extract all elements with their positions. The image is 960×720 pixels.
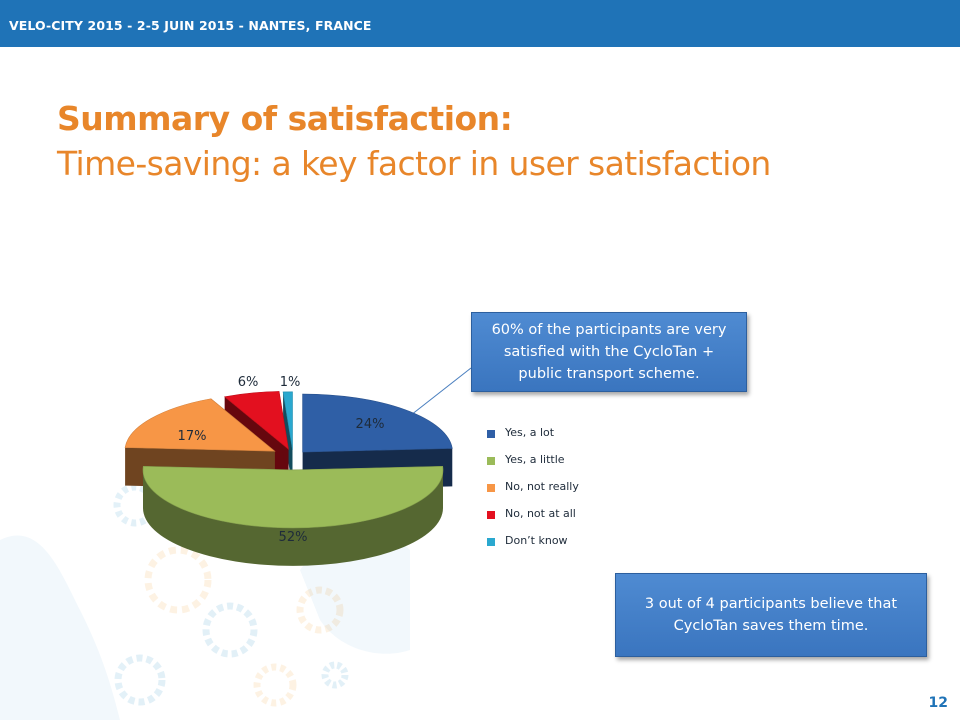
time-saving-callout: 3 out of 4 participants believe that Cyc… bbox=[615, 573, 927, 657]
pie-slice-wall bbox=[283, 391, 293, 488]
legend-label: No, not really bbox=[505, 480, 579, 493]
legend-label: Yes, a lot bbox=[505, 426, 555, 439]
pie-slices bbox=[124, 391, 453, 566]
pie-slice-top bbox=[282, 391, 293, 450]
pie-slice-yes-a-little bbox=[142, 465, 444, 566]
pie-slice-top bbox=[302, 393, 453, 453]
data-label: 6% bbox=[238, 375, 259, 390]
pie-slice-top bbox=[124, 398, 276, 452]
data-label: 52% bbox=[279, 530, 308, 545]
legend-swatch bbox=[487, 538, 495, 546]
pie-slice-side bbox=[143, 469, 443, 566]
legend-swatch bbox=[487, 511, 495, 519]
legend-label: No, not at all bbox=[505, 507, 576, 520]
legend-item: Yes, a little bbox=[487, 453, 627, 469]
slide-subtitle: Time-saving: a key factor in user satisf… bbox=[57, 144, 771, 183]
legend-item: No, not really bbox=[487, 480, 627, 496]
page-number: 12 bbox=[928, 695, 948, 711]
legend-label: Don’t know bbox=[505, 534, 568, 547]
legend-item: Yes, a lot bbox=[487, 426, 627, 442]
slide-title: Summary of satisfaction: bbox=[57, 99, 513, 138]
pie-slice-top bbox=[223, 391, 289, 450]
legend-swatch bbox=[487, 484, 495, 492]
legend-swatch bbox=[487, 457, 495, 465]
pie-slice-top bbox=[142, 465, 444, 529]
satisfaction-callout: 60% of the participants are very satisfi… bbox=[471, 312, 747, 392]
legend-item: No, not at all bbox=[487, 507, 627, 523]
legend-swatch bbox=[487, 430, 495, 438]
data-label: 24% bbox=[356, 417, 385, 432]
data-label: 1% bbox=[280, 375, 301, 390]
conference-banner-text: VELO-CITY 2015 - 2-5 JUIN 2015 - NANTES,… bbox=[9, 18, 372, 33]
pie-labels: 24% 52% 17% 6% 1% bbox=[178, 375, 385, 545]
legend-label: Yes, a little bbox=[505, 453, 565, 466]
legend-item: Don’t know bbox=[487, 534, 627, 550]
header-banner: VELO-CITY 2015 - 2-5 JUIN 2015 - NANTES,… bbox=[0, 0, 960, 47]
pie-slice-don-t-know bbox=[282, 391, 293, 488]
data-label: 17% bbox=[178, 429, 207, 444]
